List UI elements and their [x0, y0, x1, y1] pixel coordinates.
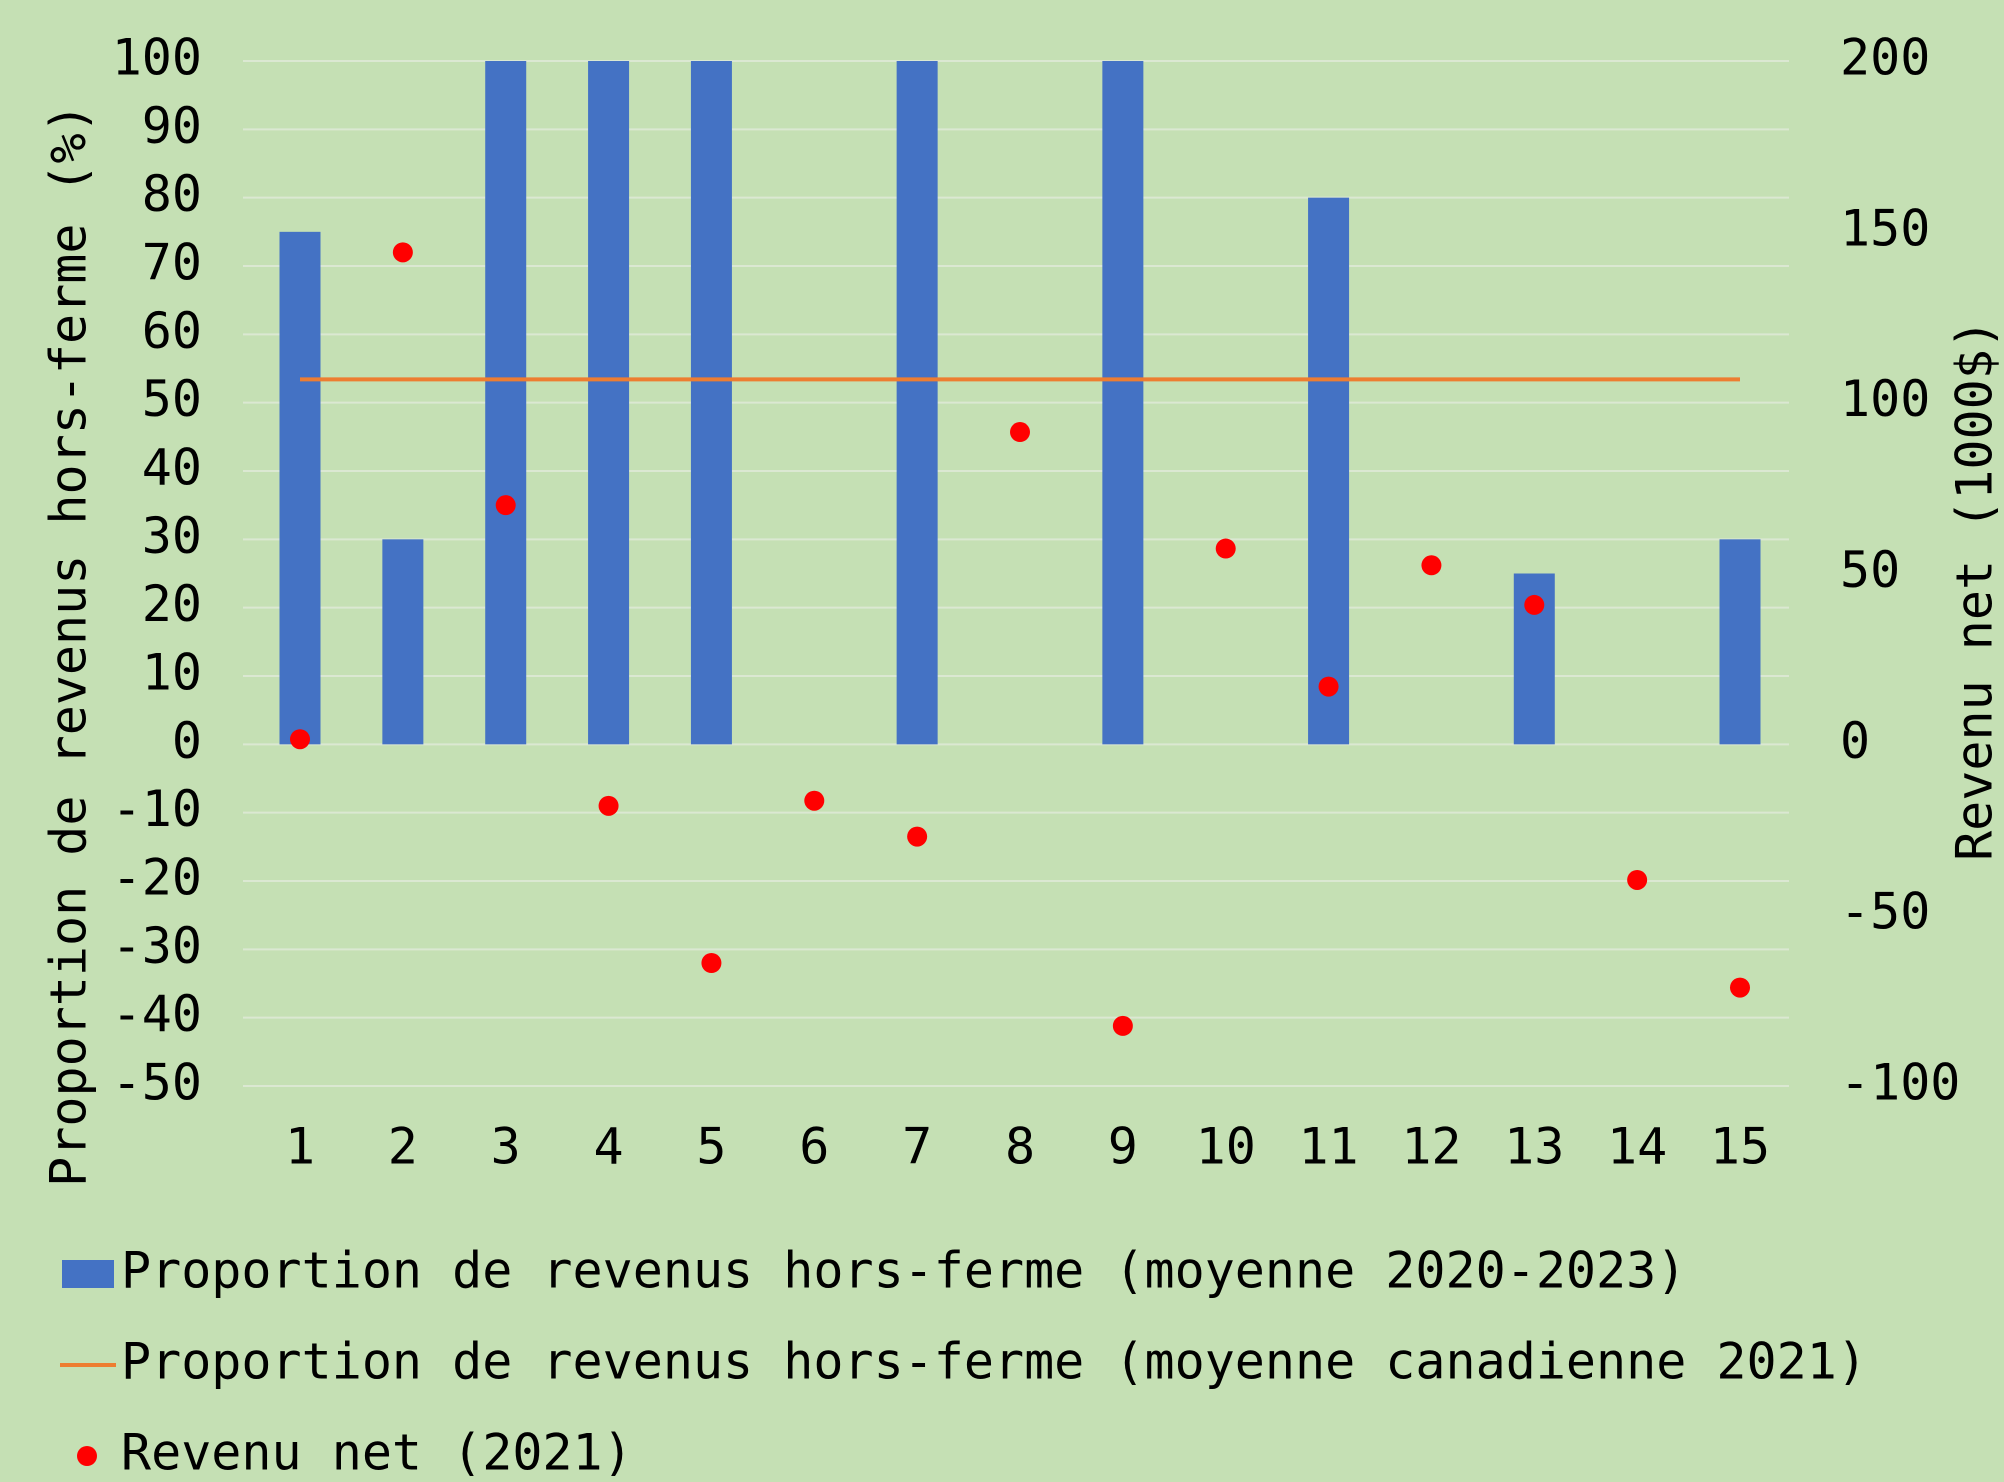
bar	[382, 539, 424, 745]
point	[598, 795, 619, 816]
point	[701, 953, 722, 973]
x-tick-label: 6	[799, 1118, 829, 1176]
point	[907, 826, 928, 847]
y-tick-label: 30	[142, 507, 202, 565]
y2-tick-label: -100	[1840, 1054, 1960, 1112]
legend-label: Revenu net (2021)	[121, 1424, 633, 1482]
x-tick-label: 9	[1108, 1118, 1138, 1176]
y-tick-label: -20	[112, 849, 202, 907]
point	[1730, 977, 1750, 998]
y-tick-label: 0	[172, 712, 202, 770]
y-tick-label: 20	[142, 575, 202, 633]
point	[290, 729, 310, 750]
x-tick-label: 7	[902, 1118, 932, 1176]
point	[1318, 676, 1339, 697]
y-tick-label: 90	[142, 97, 202, 155]
bar	[1308, 197, 1350, 745]
point	[1112, 1015, 1133, 1036]
y-tick-label: 100	[112, 29, 202, 87]
legend-swatch	[62, 1260, 114, 1288]
bar	[485, 61, 527, 745]
point	[1524, 594, 1545, 615]
point	[804, 790, 825, 811]
y-tick-label: 80	[142, 165, 202, 223]
y2-tick-label: -50	[1840, 883, 1930, 941]
bar	[896, 61, 938, 745]
bar	[279, 231, 321, 745]
legend-swatch	[77, 1446, 97, 1466]
y2-tick-label: 50	[1840, 541, 1900, 599]
x-tick-label: 8	[1005, 1118, 1035, 1176]
x-tick-label: 4	[594, 1118, 624, 1176]
y-tick-label: -10	[112, 780, 202, 838]
bar	[588, 61, 630, 745]
y-tick-label: 60	[142, 302, 202, 360]
y-tick-label: -50	[112, 1054, 202, 1112]
y2-tick-label: 0	[1840, 712, 1870, 770]
legend-label: Proportion de revenus hors-ferme (moyenn…	[121, 1333, 1867, 1391]
point	[1421, 555, 1442, 576]
y-tick-label: -40	[112, 985, 202, 1043]
point	[1627, 869, 1648, 890]
y2-tick-label: 150	[1840, 199, 1930, 257]
bar	[1719, 539, 1761, 745]
point	[1215, 538, 1236, 559]
point	[392, 242, 413, 263]
bar	[690, 61, 732, 745]
legend-label: Proportion de revenus hors-ferme (moyenn…	[121, 1242, 1686, 1300]
x-tick-label: 14	[1607, 1118, 1667, 1176]
point	[495, 495, 516, 516]
x-tick-label: 11	[1298, 1118, 1358, 1176]
y-tick-label: 40	[142, 439, 202, 497]
y-tick-label: 50	[142, 370, 202, 428]
x-tick-label: 1	[285, 1118, 315, 1176]
bar	[1102, 61, 1144, 745]
y2-tick-label: 100	[1840, 370, 1930, 428]
x-tick-label: 10	[1196, 1118, 1256, 1176]
y-tick-label: -30	[112, 917, 202, 975]
x-tick-label: 3	[491, 1118, 521, 1176]
x-tick-label: 12	[1401, 1118, 1461, 1176]
y-tick-label: 70	[142, 234, 202, 292]
y2-tick-label: 200	[1840, 29, 1930, 87]
point	[1010, 422, 1030, 443]
y2-axis-title: Revenu net (1000$)	[1946, 319, 2004, 861]
x-tick-label: 13	[1504, 1118, 1564, 1176]
x-tick-label: 5	[696, 1118, 726, 1176]
x-tick-label: 2	[388, 1118, 418, 1176]
y-axis-title: Proportion de revenus hors-ferme (%)	[40, 103, 98, 1187]
x-tick-label: 15	[1710, 1118, 1770, 1176]
y-tick-label: 10	[142, 644, 202, 702]
